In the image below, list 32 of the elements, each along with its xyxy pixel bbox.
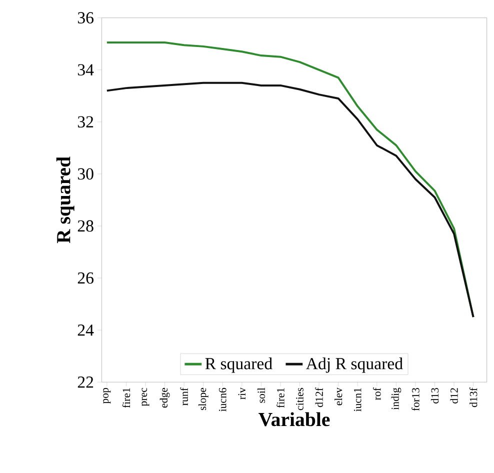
x-tick-label: rof <box>373 387 381 400</box>
x-tick-label: riv <box>238 387 246 400</box>
y-tick-label: 26 <box>78 272 94 284</box>
y-tick-label: 22 <box>78 376 94 388</box>
legend-label: Adj R squared <box>306 357 403 373</box>
x-tick-label: slope <box>198 388 208 410</box>
x-tick-label: edge <box>160 388 170 408</box>
y-tick-label: 36 <box>78 12 94 24</box>
x-tick-label: for13 <box>412 388 420 411</box>
y-tick-label: 28 <box>78 220 94 232</box>
legend-label: R squared <box>205 357 272 373</box>
x-tick-label: iucn6 <box>218 388 226 412</box>
x-axis-title: Variable <box>258 412 330 426</box>
x-tick-label: prec <box>142 388 150 406</box>
x-tick-label: cities <box>296 388 304 410</box>
x-tick-label: pop <box>103 388 111 404</box>
x-tick-label: iucn1 <box>354 388 362 412</box>
y-tick-label: 34 <box>78 64 94 76</box>
x-tick-label: elev <box>334 387 342 406</box>
x-tick-label: fire1 <box>276 388 284 408</box>
y-tick-label: 24 <box>78 324 94 336</box>
x-tick-label: runf <box>180 387 188 406</box>
x-tick-label: d13f <box>469 387 478 408</box>
x-tick-label: d12 <box>450 388 458 404</box>
y-tick-label: 30 <box>78 168 94 180</box>
y-axis-title: R squared <box>56 156 74 244</box>
x-tick-label: d13 <box>430 388 439 404</box>
y-tick-label: 32 <box>78 116 94 128</box>
x-tick-label: fire1 <box>122 388 130 408</box>
x-tick-label: soil <box>257 388 266 403</box>
x-tick-label: d12f <box>315 387 323 408</box>
x-tick-label: indig <box>391 388 402 410</box>
